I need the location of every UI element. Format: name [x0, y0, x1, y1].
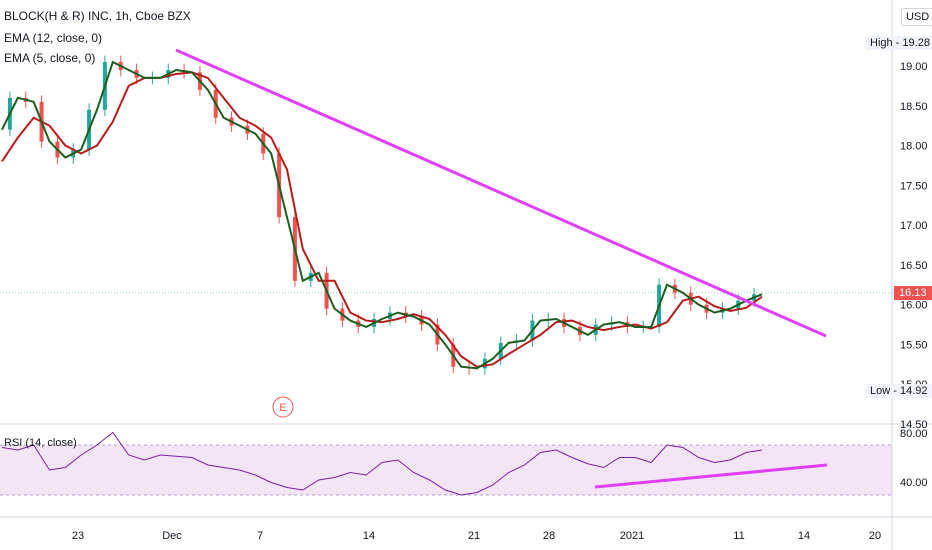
- price-trendline: [175, 48, 827, 338]
- low-tag: Low - 14.92: [866, 384, 932, 398]
- time-tick-label: 21: [468, 530, 480, 542]
- trendlines[interactable]: [175, 48, 828, 489]
- low-value: 14.92: [899, 385, 928, 397]
- rsi-legend[interactable]: RSI (14, close): [4, 437, 77, 449]
- currency-button[interactable]: USD: [901, 8, 932, 26]
- price-tick-label: 17.00: [900, 220, 928, 232]
- price-tick-label: 16.00: [900, 300, 928, 312]
- time-tick-label: 7: [257, 530, 263, 542]
- ema12-line: [1, 71, 763, 368]
- ema5-line: [1, 60, 763, 370]
- time-tick-label: 28: [543, 530, 555, 542]
- rsi-band: [0, 445, 892, 495]
- time-tick-label: Dec: [162, 530, 182, 542]
- ema5-legend[interactable]: EMA (5, close, 0): [4, 51, 96, 65]
- time-tick-label: 2021: [620, 530, 644, 542]
- low-label: Low: [870, 385, 891, 397]
- high-label: High: [870, 37, 893, 49]
- ema12-legend[interactable]: EMA (12, close, 0): [4, 31, 103, 45]
- price-axis-ticks: 19.00 18.50 18.00 17.50 17.00 16.50 16.00 15.50…: [900, 61, 928, 431]
- price-tick-label: 14.50: [900, 419, 928, 431]
- high-tag: High - 19.28: [866, 36, 932, 50]
- time-tick-label: 14: [363, 530, 375, 542]
- chart-title: BLOCK(H & R) INC, 1h, Cboe BZX: [4, 9, 191, 23]
- time-tick-label: 23: [72, 530, 84, 542]
- rsi-tick-label: 40.00: [900, 477, 928, 489]
- last-price-tag: 16.13: [894, 286, 932, 300]
- time-tick-label: 11: [733, 530, 744, 542]
- price-tick-label: 18.00: [900, 141, 928, 153]
- time-tick-label: 20: [869, 530, 881, 542]
- time-axis-ticks: 23 Dec 7 14 21 28 2021 11 14 20: [72, 530, 881, 542]
- price-tick-label: 15.50: [900, 339, 928, 351]
- earnings-marker-label: E: [279, 402, 286, 414]
- rsi-tick-label: 80.00: [900, 428, 928, 440]
- rsi-line: [1, 431, 763, 496]
- high-value: 19.28: [902, 37, 930, 49]
- rsi-axis-ticks: 80.00 40.00: [900, 428, 928, 489]
- price-tick-label: 16.50: [900, 260, 928, 272]
- earnings-marker[interactable]: E: [272, 396, 294, 418]
- price-tick-label: 18.50: [900, 101, 928, 113]
- price-tick-label: 17.50: [900, 180, 928, 192]
- rsi-pane: [1, 431, 763, 496]
- price-tick-label: 19.00: [900, 61, 928, 73]
- time-tick-label: 14: [798, 530, 810, 542]
- rsi-trendline: [594, 463, 828, 489]
- ema-lines: [1, 60, 763, 370]
